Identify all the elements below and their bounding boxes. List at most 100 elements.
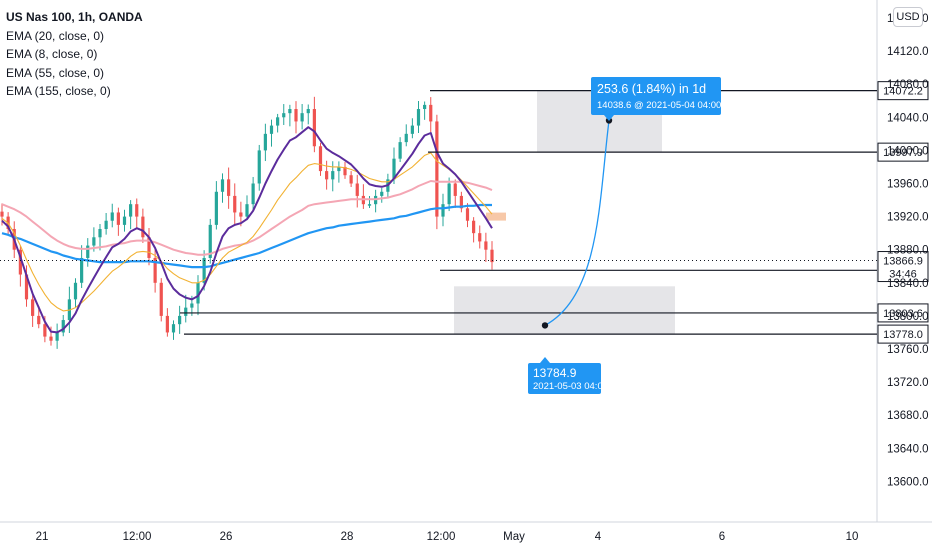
candle-body [196,282,200,304]
candle-body [423,104,427,110]
candle-body [110,212,114,221]
time-tick-label: 6 [719,531,725,543]
price-tick-label: 14000.0 [887,145,929,157]
horizontal-levels[interactable]: 14072.213997.913855.113803.613778.013866… [0,81,929,344]
level-price-label: 13803.6 [883,308,923,320]
level-price-tag [877,81,929,101]
candle-body [380,191,384,196]
price-tick-label: 13640.0 [887,443,929,455]
candle-body [349,175,353,184]
price-tick-label: 13920.0 [887,212,929,224]
forecast-start-box [528,363,601,394]
level-price-label: 14072.2 [883,86,923,98]
candle-body [73,282,78,300]
candle-body [276,117,280,126]
small-zone-box [486,212,506,221]
candle-body [135,204,139,217]
candle-body [435,121,439,217]
candle-body [441,204,445,217]
candle-body [24,274,29,300]
price-tick-label: 13600.0 [887,476,929,488]
candle-body [18,249,22,275]
candle-body [116,212,120,225]
forecast-start-point [541,322,549,329]
candle-body [453,183,457,196]
level-price-label: 13997.9 [883,147,923,159]
legend-ema8[interactable]: EMA (8, close, 0) [6,47,98,61]
candle-body [202,257,206,283]
candle-body [43,324,47,337]
time-tick-label: May [503,531,525,543]
price-tick-label: 13880.0 [887,245,929,257]
candle-body [306,109,310,114]
candle-body [459,195,463,209]
candle-body [251,183,255,205]
candle-body [208,224,212,258]
candle-body [153,257,157,283]
candle-body [447,183,451,205]
candle-body [404,133,408,143]
candle-body [184,307,188,316]
candle-body [37,315,41,325]
candle-body [239,212,243,217]
candle-body [288,109,292,114]
countdown-label: 34:46 [889,269,917,281]
candle-body [416,109,421,126]
price-tick-label: 13720.0 [887,377,929,389]
candle-body [478,233,482,242]
candle-body [98,229,102,238]
candle-body [178,315,182,325]
legend-title: US Nas 100, 1h, OANDA [6,10,143,24]
candle-body [86,245,90,258]
ema-line [1,203,492,269]
candle-body [429,104,433,122]
candle-body [318,146,323,172]
candle-body [49,336,53,341]
time-tick-label: 4 [595,531,602,543]
candle-body [92,237,96,246]
price-tick-label: 14080.0 [887,79,929,91]
time-tick-label: 21 [36,531,49,543]
legend-ema55[interactable]: EMA (55, close, 0) [6,65,105,80]
candle-body [294,109,298,122]
candle-body [55,332,59,341]
forecast-start-price: 13784.9 [533,366,577,380]
last-price-label: 13866.9 [883,256,923,268]
candle-body [269,125,274,134]
price-tick-label: 14040.0 [887,112,929,124]
time-axis[interactable]: 21 12:00 26 28 12:00 May 4 6 10 [36,531,859,543]
legend-ema20[interactable]: EMA (20, close, 0) [6,28,105,43]
price-tick-label: 13960.0 [887,179,929,191]
forecast-target-detail: 14038.6 @ 2021-05-04 04:00 [597,100,721,111]
candle-body [472,220,476,234]
candle-body [490,249,494,263]
forecast-start-date: 2021-05-03 04:00 [533,381,608,392]
currency-button[interactable]: USD [893,7,923,27]
level-price-tag [877,324,929,344]
candle-body [257,150,261,184]
price-axis[interactable]: 14160.014120.014080.014040.014000.013960… [887,13,929,488]
candle-body [104,220,108,230]
forecast-start-pointer [540,357,550,363]
price-tick-label: 13680.0 [887,410,929,422]
candle-body [392,158,396,180]
ema-lines [1,126,493,334]
candle-body [0,211,4,217]
time-tick-label: 12:00 [427,531,456,543]
candle-body [159,282,163,316]
last-price-tag [877,251,929,283]
candle-body [227,179,231,196]
legend-ema155[interactable]: EMA (155, close, 0) [6,84,111,98]
candle-body [129,204,133,217]
price-tick-label: 13840.0 [887,278,929,290]
candle-body [61,320,65,333]
candle-body [325,171,329,180]
forecast-target-box [591,77,721,115]
candle-body [355,183,359,196]
forecast-change-label: 253.6 (1.84%) in 1d [597,82,706,96]
time-tick-label: 28 [341,531,354,543]
time-tick-label: 26 [220,531,233,543]
candle-body [263,133,267,151]
